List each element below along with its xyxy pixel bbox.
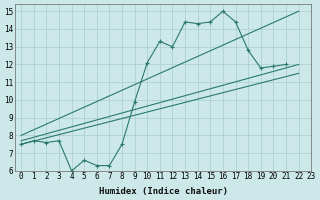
X-axis label: Humidex (Indice chaleur): Humidex (Indice chaleur) [99,187,228,196]
